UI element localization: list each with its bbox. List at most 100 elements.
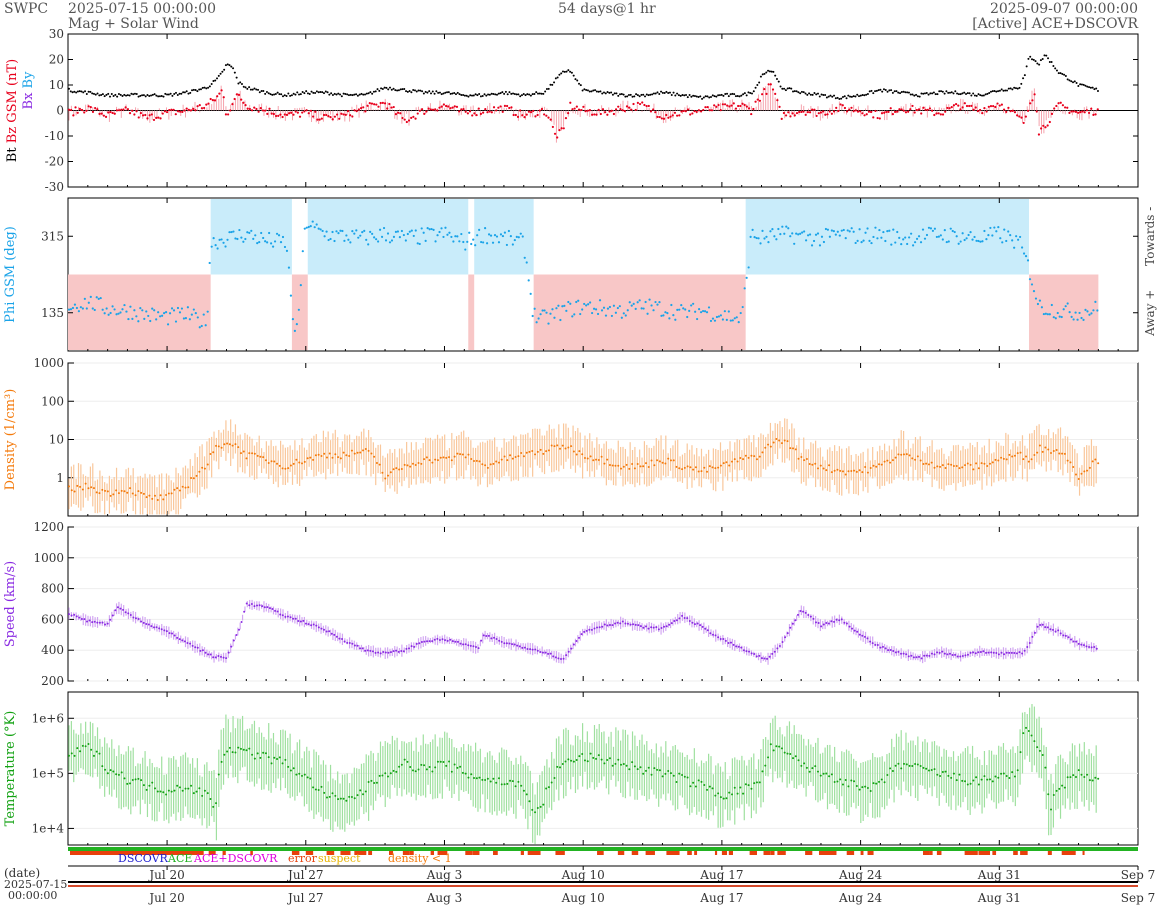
phi-point [456, 235, 459, 238]
temperature-point [389, 772, 392, 775]
bt-point [858, 95, 861, 98]
density-point [392, 468, 395, 471]
bz-point [737, 104, 740, 108]
temperature-point [553, 777, 556, 780]
phi-point [341, 229, 344, 233]
phi-point [194, 312, 197, 315]
phi-point [957, 242, 960, 245]
speed-point [1026, 645, 1029, 648]
density-point [1055, 448, 1058, 451]
speed-point [874, 643, 877, 646]
bz-point [691, 112, 694, 115]
bz-point [342, 113, 345, 116]
bt-point [92, 92, 95, 95]
phi-point [452, 240, 455, 243]
bt-point [513, 92, 516, 95]
speed-point [536, 649, 539, 652]
bt-point [114, 93, 117, 96]
bt-point [765, 71, 768, 74]
density-point [667, 457, 670, 460]
bz-point [222, 96, 225, 99]
density-point [356, 451, 359, 454]
speed-point [397, 650, 400, 653]
temperature-point [689, 785, 692, 788]
temperature-point [176, 784, 179, 787]
bt-point [592, 89, 595, 92]
phi-point [258, 240, 261, 244]
status-error-mark [978, 851, 988, 855]
temperature-point [411, 769, 414, 772]
speed-point [1095, 647, 1098, 650]
bt-point [891, 91, 894, 94]
status-error-mark [763, 851, 771, 855]
bz-point [455, 105, 459, 108]
speed-point [941, 650, 944, 653]
speed-point [781, 640, 784, 643]
temperature-point [625, 764, 628, 767]
bt-point [569, 70, 572, 73]
speed-point [474, 646, 477, 649]
phi-point [836, 230, 839, 233]
bt-point [936, 93, 939, 96]
bt-point [146, 93, 149, 96]
bz-point [427, 107, 430, 110]
bz-point [1046, 124, 1049, 127]
temperature-point [264, 752, 267, 755]
phi-point [430, 227, 433, 231]
phi-point [737, 321, 740, 324]
phi-point [755, 236, 758, 240]
density-point [389, 471, 392, 474]
bz-point [205, 103, 208, 106]
bt-point [428, 90, 431, 93]
bz-point [131, 109, 134, 112]
bt-point [508, 91, 511, 94]
phi-point [369, 230, 372, 233]
speed-point [328, 630, 331, 633]
speed-point [230, 645, 233, 648]
bt-point [538, 92, 541, 95]
temperature-point [514, 785, 517, 788]
temperature-point [894, 764, 897, 767]
phi-point [501, 234, 505, 238]
status-error-mark [402, 851, 410, 855]
bt-point [663, 91, 666, 94]
temperature-point [117, 773, 120, 776]
phi-point [947, 240, 950, 243]
phi-point [961, 232, 964, 235]
density-point [1008, 453, 1011, 456]
bz-point [1079, 111, 1082, 114]
phi-point [727, 310, 730, 313]
bz-point [451, 106, 454, 109]
phi-point [610, 314, 614, 318]
density-point [567, 446, 570, 449]
temperature-point [295, 773, 298, 776]
speed-point [861, 634, 864, 637]
speed-point [315, 624, 318, 627]
phi-point [398, 236, 401, 239]
bt-point [1059, 72, 1062, 75]
bz-point [290, 111, 293, 114]
phi-point [533, 307, 536, 310]
speed-ytick-label: 800 [41, 582, 64, 596]
phi-point [688, 309, 691, 312]
bt-point [654, 92, 657, 95]
phi-point [87, 301, 90, 304]
phi-point [505, 243, 508, 247]
phi-point [587, 303, 590, 306]
phi-point [151, 307, 154, 310]
speed-point [997, 653, 1000, 656]
phi-point [686, 315, 689, 319]
speed-point [665, 625, 668, 628]
temperature-point [575, 758, 578, 761]
density-point [1000, 456, 1003, 459]
speed-point [1070, 638, 1073, 641]
speed-point [758, 654, 761, 657]
speed-point [240, 621, 243, 624]
temperature-point [1063, 786, 1066, 789]
phi-point [1013, 246, 1016, 249]
speed-point [789, 626, 792, 629]
speed-point [737, 645, 740, 648]
bt-point [818, 95, 821, 98]
phi-point [1028, 278, 1032, 281]
phi-point [908, 236, 911, 239]
